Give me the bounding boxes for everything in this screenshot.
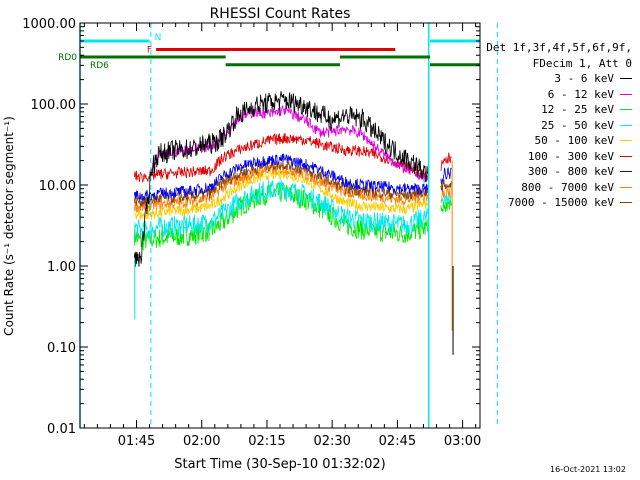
- legend-item: 100 - 300 keV: [482, 149, 632, 165]
- legend-header-line-1: Det 1f,3f,4f,5f,6f,9f,: [486, 41, 632, 54]
- legend-item: 6 - 12 keV: [482, 87, 632, 103]
- legend-item: 12 - 25 keV: [482, 102, 632, 118]
- x-tick-label: 01:45: [118, 434, 155, 449]
- post-gap-segment-4: [440, 187, 452, 202]
- legend-item: 7000 - 15000 keV: [482, 195, 632, 211]
- y-tick-label: 10.00: [39, 179, 76, 194]
- flag-label-f: F: [147, 46, 152, 56]
- legend: Det 1f,3f,4f,5f,6f,9f, FDecim 1, Att 0 3…: [482, 40, 632, 211]
- y-tick-label: 0.01: [47, 422, 76, 437]
- legend-item: 50 - 100 keV: [482, 133, 632, 149]
- post-gap-segment-6: [440, 200, 452, 213]
- legend-label: 300 - 800 keV: [527, 165, 614, 178]
- legend-label: 6 - 12 keV: [547, 87, 614, 101]
- legend-label: 3 - 6 keV: [554, 72, 614, 85]
- legend-item: 800 - 7000 keV: [482, 180, 632, 196]
- legend-swatch: [620, 78, 632, 80]
- series-line-9: [133, 159, 428, 208]
- series-line-1: [133, 91, 428, 267]
- flag-label-n: N: [155, 33, 162, 43]
- y-tick-label: 0.10: [47, 341, 76, 356]
- y-tick-label: 1000.00: [22, 17, 76, 32]
- legend-swatch: [620, 186, 632, 188]
- y-tick-label: 1.00: [47, 260, 76, 275]
- legend-swatch: [620, 171, 632, 173]
- series-line-4: [133, 179, 428, 241]
- legend-swatch: [620, 124, 632, 126]
- legend-item: 25 - 50 keV: [482, 118, 632, 134]
- flag-label-rd6: RD6: [90, 61, 109, 71]
- post-gap-segment-2: [440, 166, 452, 185]
- series-line-5: [134, 168, 428, 221]
- series-line-7: [133, 153, 428, 202]
- post-gap-segment-3: [440, 179, 452, 194]
- legend-label: 50 - 100 keV: [534, 134, 614, 147]
- legend-label: 100 - 300 keV: [527, 149, 614, 163]
- legend-swatch: [620, 140, 632, 142]
- legend-label: 800 - 7000 keV: [521, 180, 614, 194]
- legend-header-line-2: FDecim 1, Att 0: [532, 56, 632, 70]
- y-tick-label: 100.00: [31, 98, 77, 113]
- legend-label: 25 - 50 keV: [541, 118, 614, 132]
- legend-swatch: [620, 155, 632, 157]
- legend-swatch: [620, 93, 632, 95]
- post-gap-segment-1: [440, 152, 452, 171]
- x-tick-label: 03:00: [444, 434, 481, 449]
- y-axis-label: Count Rate (s⁻¹ detector segment⁻¹): [2, 116, 16, 336]
- x-axis-label: Start Time (30-Sep-10 01:32:02): [174, 457, 385, 472]
- chart-title: RHESSI Count Rates: [210, 6, 351, 22]
- legend-item: 300 - 800 keV: [482, 164, 632, 180]
- x-tick-label: 02:30: [313, 434, 350, 449]
- legend-swatch: [620, 202, 632, 204]
- x-tick-label: 02:15: [248, 434, 285, 449]
- legend-swatch: [620, 109, 632, 111]
- footer-timestamp: 16-Oct-2021 13:02: [550, 465, 626, 474]
- x-tick-label: 02:00: [183, 434, 220, 449]
- legend-item: 3 - 6 keV: [482, 71, 632, 87]
- legend-label: 7000 - 15000 keV: [508, 196, 614, 209]
- flag-label-rd0: RD0: [58, 53, 77, 63]
- legend-label: 12 - 25 keV: [541, 103, 614, 116]
- x-tick-label: 02:45: [379, 434, 416, 449]
- series-line-8: [133, 163, 428, 214]
